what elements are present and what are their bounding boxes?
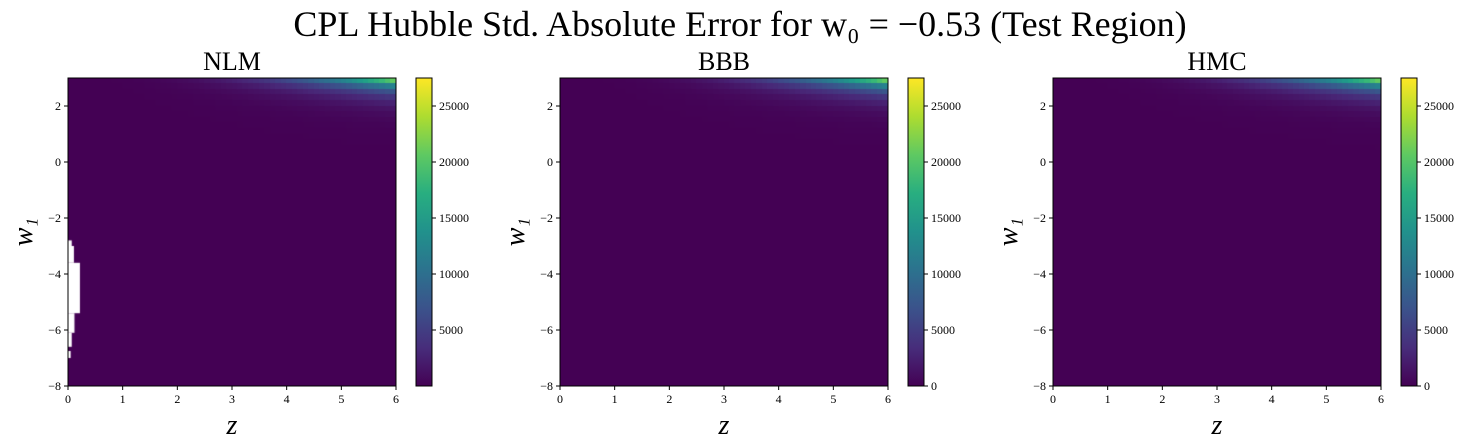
x-axis-label: z [226,410,238,441]
y-tick-label: −6 [48,323,61,337]
panel-nlm: NLM 0 1 2 3 4 5 6 −8 −6 −4 −2 0 2 z w₁ 5000 10000 15000 200… [8,47,469,441]
x-tick-label: 3 [721,392,727,406]
x-tick-label: 1 [1105,392,1111,406]
colorbar-frame [415,77,433,387]
y-tick-label: 2 [55,99,61,113]
colorbar-tick-label: 5000 [1424,323,1448,337]
colorbar-tick-label: 10000 [1424,267,1454,281]
colorbar [908,78,924,386]
x-tick-label: 3 [1214,392,1220,406]
panel-title: BBB [698,47,750,76]
colorbar [416,78,432,386]
colorbar-tick-label: 20000 [1424,155,1454,169]
y-tick-label: −2 [48,211,61,225]
y-tick-label: −8 [48,379,61,393]
colorbar-frame [907,77,925,387]
colorbar-tick-label: 25000 [931,99,961,113]
y-tick-label: −4 [540,267,553,281]
x-tick-label: 2 [174,392,180,406]
x-tick-label: 2 [1159,392,1165,406]
x-axis-label: z [718,410,730,441]
colorbar [1401,78,1417,386]
x-tick-label: 3 [229,392,235,406]
y-tick-label: −4 [48,267,61,281]
y-tick-label: 0 [55,155,61,169]
colorbar-tick-label: 20000 [439,155,469,169]
x-tick-label: 5 [338,392,344,406]
colorbar-tick-label: 5000 [439,323,463,337]
y-tick-label: −6 [540,323,553,337]
y-axis-label: w₁ [500,218,531,246]
colorbar-tick-label: 25000 [1424,99,1454,113]
y-tick-label: −8 [1033,379,1046,393]
heatmap-image [1053,78,1381,386]
colorbar-frame [1400,77,1418,387]
y-tick-label: 0 [1040,155,1046,169]
x-tick-label: 2 [666,392,672,406]
y-axis-label: w₁ [993,218,1024,246]
x-tick-label: 0 [65,392,71,406]
x-axis-label: z [1211,410,1223,441]
colorbar-tick-label: 0 [1424,379,1430,393]
colorbar-tick-label: 15000 [1424,211,1454,225]
y-tick-label: 0 [547,155,553,169]
y-tick-label: −6 [1033,323,1046,337]
colorbar-tick-label: 5000 [931,323,955,337]
heatmap-image [560,78,888,386]
panel-title: NLM [203,47,261,76]
y-tick-label: 2 [1040,99,1046,113]
colorbar-tick-label: 20000 [931,155,961,169]
colorbar-tick-label: 15000 [439,211,469,225]
y-tick-label: −8 [540,379,553,393]
panel-title: HMC [1187,47,1246,76]
colorbar-tick-label: 10000 [439,267,469,281]
x-tick-label: 6 [393,392,399,406]
heatmap-image [68,78,396,386]
colorbar-tick-label: 10000 [931,267,961,281]
x-tick-label: 4 [1269,392,1275,406]
panel-bbb: BBB 0 1 2 3 4 5 6 −8 −6 −4 −2 0 2 z w₁ 0 5000 10000 15000 20… [500,47,961,441]
x-tick-label: 0 [557,392,563,406]
y-axis-label: w₁ [8,218,39,246]
figure-title: CPL Hubble Std. Absolute Error for w₀ = … [293,4,1186,44]
x-tick-label: 4 [284,392,290,406]
x-tick-label: 6 [1378,392,1384,406]
panel-hmc: HMC 0 1 2 3 4 5 6 −8 −6 −4 −2 0 2 z w₁ 0 5000 10000 15000 20… [993,47,1454,441]
x-tick-label: 5 [830,392,836,406]
colorbar-tick-label: 25000 [439,99,469,113]
x-tick-label: 4 [776,392,782,406]
x-tick-label: 5 [1323,392,1329,406]
y-tick-label: −4 [1033,267,1046,281]
x-tick-label: 1 [120,392,126,406]
y-tick-label: −2 [1033,211,1046,225]
y-tick-label: −2 [540,211,553,225]
y-tick-label: 2 [547,99,553,113]
x-tick-label: 0 [1050,392,1056,406]
x-tick-label: 1 [612,392,618,406]
colorbar-tick-label: 0 [931,379,937,393]
x-tick-label: 6 [885,392,891,406]
colorbar-tick-label: 15000 [931,211,961,225]
